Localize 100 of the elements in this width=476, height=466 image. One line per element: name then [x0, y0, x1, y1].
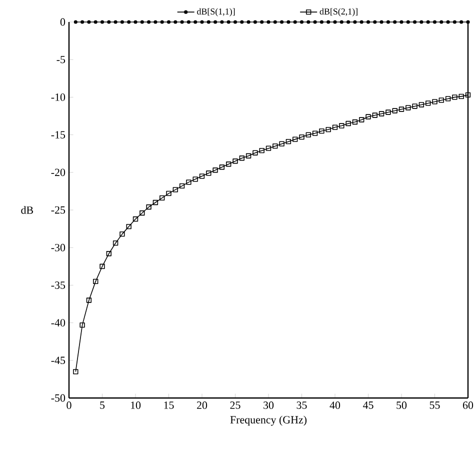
point — [233, 20, 238, 24]
x-tick-label: 20 — [197, 402, 208, 409]
point — [192, 176, 198, 182]
point — [214, 20, 218, 24]
point — [279, 141, 284, 146]
point — [114, 20, 118, 24]
point — [465, 92, 471, 98]
point — [166, 190, 172, 196]
point — [426, 100, 431, 106]
x-tick-label: 55 — [430, 402, 440, 409]
point — [80, 322, 85, 328]
point — [160, 195, 165, 201]
point — [340, 20, 344, 24]
point — [326, 126, 331, 132]
point — [146, 204, 152, 210]
point — [432, 20, 437, 24]
point — [420, 20, 424, 24]
point — [246, 20, 250, 24]
point — [346, 20, 350, 24]
point — [206, 20, 210, 24]
point — [300, 20, 304, 24]
point — [240, 20, 244, 24]
legend-label: dB[S(2,1)] — [320, 8, 358, 16]
point — [386, 20, 390, 24]
point — [333, 20, 337, 24]
x-tick-label: 5 — [100, 402, 105, 409]
point — [378, 111, 384, 116]
point — [406, 20, 410, 24]
point — [132, 216, 138, 222]
x-tick-label: 50 — [396, 402, 407, 409]
point — [180, 20, 184, 24]
point — [386, 110, 391, 115]
point — [260, 20, 264, 24]
point — [212, 168, 218, 173]
point — [426, 20, 430, 24]
point — [332, 124, 338, 130]
point — [346, 120, 351, 126]
point — [226, 20, 230, 24]
x-tick-label: 0 — [66, 402, 72, 409]
point — [413, 20, 417, 24]
point — [452, 94, 458, 100]
point — [200, 20, 204, 24]
point — [393, 20, 397, 24]
x-tick-label: 30 — [264, 402, 274, 409]
point — [366, 20, 370, 24]
point — [432, 99, 438, 104]
point — [306, 20, 310, 24]
point — [106, 251, 112, 256]
point — [313, 20, 317, 24]
point — [80, 20, 84, 24]
point — [299, 134, 304, 140]
point — [380, 20, 384, 24]
point — [100, 20, 104, 24]
point — [86, 298, 92, 303]
point — [120, 231, 125, 237]
point — [353, 20, 357, 24]
point — [280, 20, 284, 24]
point — [179, 183, 185, 189]
point — [73, 369, 78, 374]
point — [400, 20, 404, 24]
point — [140, 210, 145, 216]
point — [186, 180, 192, 185]
point — [232, 158, 238, 164]
point — [306, 132, 311, 138]
point — [194, 20, 198, 24]
point — [152, 200, 158, 206]
point — [140, 20, 144, 24]
y-tick-label: 0 — [60, 18, 66, 26]
point — [360, 20, 364, 24]
point — [460, 20, 464, 24]
y-tick-label: -25 — [51, 206, 66, 214]
point — [246, 153, 252, 158]
point — [292, 136, 298, 142]
point — [273, 20, 277, 24]
point — [160, 20, 164, 24]
point — [272, 143, 278, 149]
point — [326, 20, 330, 24]
x-tick-label: 10 — [130, 402, 141, 409]
point — [134, 20, 138, 24]
point — [120, 20, 124, 24]
point — [359, 117, 364, 122]
point — [466, 20, 470, 24]
y-tick-label: -20 — [51, 168, 66, 176]
y-axis-title: dB — [21, 206, 34, 214]
point — [286, 20, 290, 24]
point — [154, 20, 158, 24]
point — [319, 128, 324, 134]
point — [166, 20, 171, 24]
y-tick-label: -35 — [51, 282, 66, 289]
point — [112, 240, 118, 246]
point — [74, 20, 78, 24]
y-tick-label: -15 — [51, 131, 66, 138]
x-tick-label: 15 — [164, 402, 174, 409]
point — [266, 20, 270, 24]
point — [94, 20, 98, 24]
x-tick-label: 25 — [230, 402, 240, 409]
point — [293, 20, 297, 24]
point — [219, 164, 225, 170]
point — [372, 112, 378, 118]
point — [438, 98, 444, 103]
